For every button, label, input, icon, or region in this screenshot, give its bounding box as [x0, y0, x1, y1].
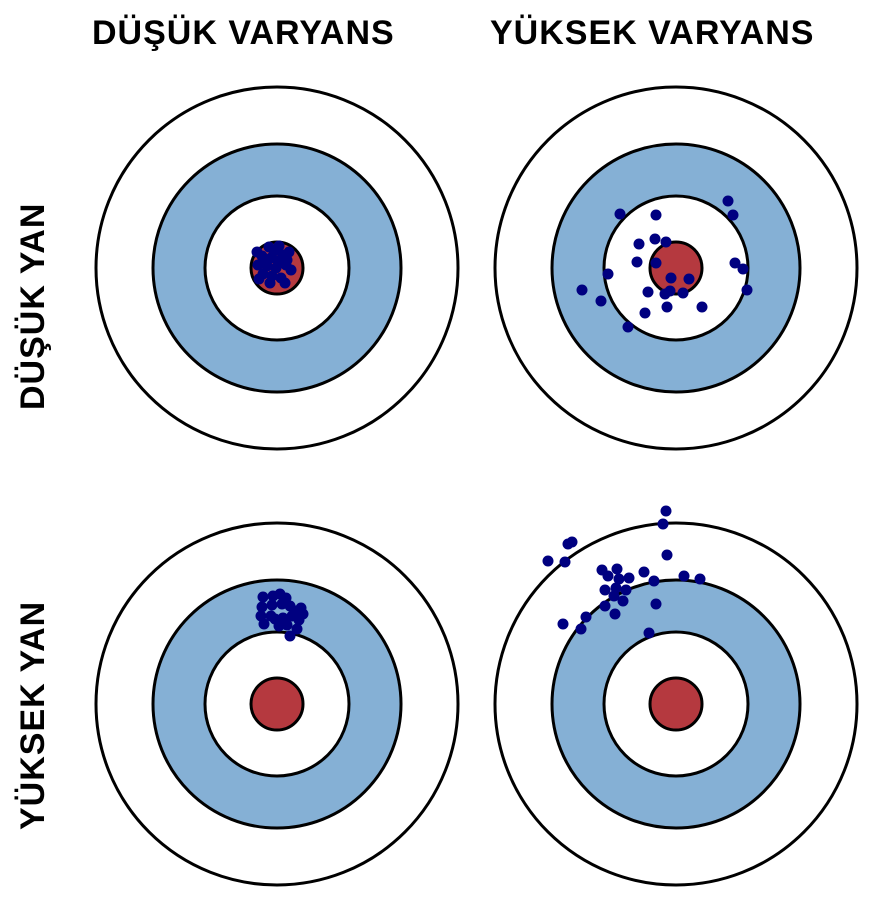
shot-point: [602, 570, 614, 582]
target-high-bias-high-variance: [493, 505, 859, 887]
column-header-low-variance: DÜŞÜK VARYANS: [92, 14, 395, 52]
shot-point: [638, 566, 650, 578]
shot-point: [269, 613, 281, 625]
shot-point: [622, 321, 634, 333]
shot-point: [613, 573, 625, 585]
shot-point: [251, 246, 263, 258]
shot-point: [657, 518, 669, 530]
shot-point: [599, 600, 611, 612]
shot-point: [576, 284, 588, 296]
shot-point: [259, 254, 271, 266]
shot-point: [623, 572, 635, 584]
shot-point: [643, 627, 655, 639]
shot-point: [283, 246, 295, 258]
shot-point: [575, 623, 587, 635]
shot-point: [291, 623, 303, 635]
shot-point: [580, 611, 592, 623]
shot-point: [264, 277, 276, 289]
shot-point: [557, 618, 569, 630]
shot-point: [562, 538, 574, 550]
shot-point: [677, 287, 689, 299]
target-low-bias-low-variance: [94, 85, 460, 451]
shot-point: [722, 195, 734, 207]
shot-point: [631, 256, 643, 268]
shot-point: [661, 549, 673, 561]
shot-point: [559, 556, 571, 568]
shot-point: [253, 273, 265, 285]
shot-point: [266, 599, 278, 611]
bullseye: [648, 676, 704, 732]
shot-point: [665, 272, 677, 284]
shot-point: [268, 245, 280, 257]
shot-point: [617, 595, 629, 607]
shot-point: [599, 584, 611, 596]
shot-point: [602, 268, 614, 280]
shot-point: [639, 307, 651, 319]
bullseye: [249, 676, 305, 732]
target-low-bias-high-variance: [493, 85, 859, 451]
shot-point: [281, 619, 293, 631]
shot-point: [694, 573, 706, 585]
shot-point: [609, 608, 621, 620]
shot-point: [595, 295, 607, 307]
shot-point: [660, 505, 672, 517]
shot-point: [284, 630, 296, 642]
shot-point: [633, 238, 645, 250]
shot-point: [620, 584, 632, 596]
shot-point: [611, 563, 623, 575]
shot-point: [258, 618, 270, 630]
shot-point: [642, 286, 654, 298]
shot-point: [256, 601, 268, 613]
shot-point: [683, 273, 695, 285]
shot-point: [279, 277, 291, 289]
shot-point: [648, 575, 660, 587]
shot-point: [650, 598, 662, 610]
shot-point: [285, 264, 297, 276]
shot-point: [741, 284, 753, 296]
shot-point: [659, 288, 671, 300]
shot-point: [650, 257, 662, 269]
shot-point: [257, 591, 269, 603]
shot-point: [678, 570, 690, 582]
shot-point: [660, 236, 672, 248]
column-header-high-variance: YÜKSEK VARYANS: [490, 14, 815, 52]
shot-point: [293, 614, 305, 626]
shot-point: [649, 233, 661, 245]
shot-point: [614, 208, 626, 220]
shot-point: [608, 590, 620, 602]
shot-point: [295, 602, 307, 614]
shot-point: [650, 209, 662, 221]
shot-point: [727, 209, 739, 221]
shot-point: [737, 263, 749, 275]
shot-point: [729, 257, 741, 269]
shot-point: [661, 301, 673, 313]
shot-point: [696, 301, 708, 313]
target-high-bias-low-variance: [94, 521, 460, 887]
shot-point: [272, 255, 284, 267]
shot-point: [542, 555, 554, 567]
